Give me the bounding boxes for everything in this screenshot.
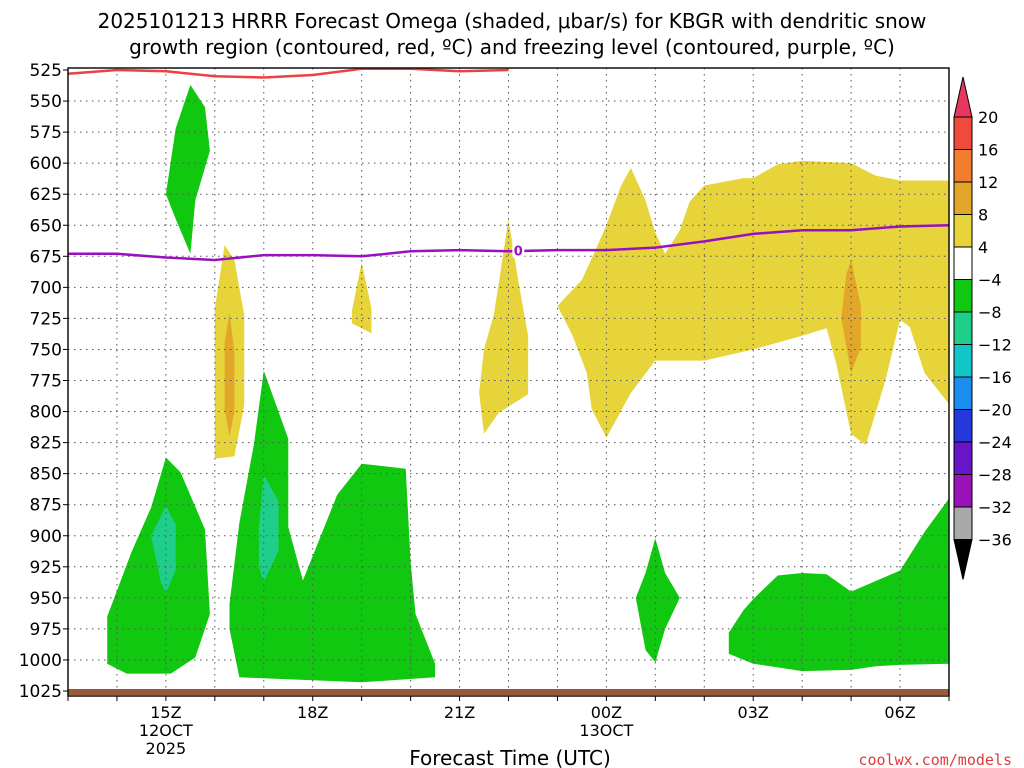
colorbar-box — [953, 344, 973, 378]
y-tick-label: 525 — [30, 61, 62, 81]
colorbar-label: −16 — [978, 368, 1012, 387]
omega-region-11 — [635, 538, 680, 663]
y-tick-label: 975 — [30, 620, 62, 640]
colorbar-label: 20 — [978, 108, 998, 127]
omega-region-2 — [224, 312, 235, 437]
y-tick-label: 550 — [30, 92, 62, 112]
colorbar-box — [953, 474, 973, 508]
colorbar-label: 16 — [978, 141, 998, 160]
y-tick-label: 775 — [30, 372, 62, 392]
colorbar-box — [953, 506, 973, 540]
y-tick-label: 1025 — [19, 682, 62, 702]
omega-region-8 — [479, 219, 529, 434]
y-tick-label: 675 — [30, 247, 62, 267]
y-tick-label: 575 — [30, 123, 62, 143]
colorbar-label: −32 — [978, 498, 1012, 517]
x-tick-year: 2025 — [146, 739, 187, 758]
x-tick-date: 12OCT — [139, 721, 193, 740]
colorbar-label: −36 — [978, 531, 1012, 550]
colorbar-label: 4 — [978, 238, 988, 257]
omega-region-5 — [151, 505, 176, 593]
freezing-level-label: 0 — [514, 244, 523, 259]
y-tick-label: 825 — [30, 434, 62, 454]
colorbar-top-arrow — [953, 76, 973, 118]
ground-surface — [68, 689, 949, 695]
y-tick-label: 925 — [30, 558, 62, 578]
x-tick-date: 13OCT — [579, 721, 633, 740]
colorbar-box — [953, 214, 973, 248]
colorbar-bottom-arrow — [953, 539, 973, 580]
colorbar-label: −28 — [978, 466, 1012, 485]
omega-region-0 — [165, 84, 210, 254]
freezing-level-line — [68, 224, 949, 262]
x-tick-label: 18Z — [297, 703, 328, 722]
omega-region-6 — [229, 370, 436, 683]
omega-region-3 — [351, 262, 372, 334]
colorbar-label: −4 — [978, 271, 1002, 290]
colorbar-box — [953, 149, 973, 183]
y-tick-label: 800 — [30, 403, 62, 423]
y-tick-label: 750 — [30, 340, 62, 360]
y-tick-label: 725 — [30, 309, 62, 329]
omega-region-12 — [728, 498, 949, 672]
colorbar-box — [953, 246, 973, 280]
x-tick-label: 06Z — [884, 703, 915, 722]
x-tick-label: 21Z — [444, 703, 475, 722]
colorbar-label: −24 — [978, 433, 1012, 452]
colorbar-box — [953, 441, 973, 475]
x-tick-label: 00Z — [591, 703, 622, 722]
y-tick-label: 1000 — [19, 651, 62, 671]
plot-area: 0 — [68, 68, 949, 696]
credit-text: coolwx.com/models — [858, 751, 1012, 768]
colorbar-label: 12 — [978, 173, 998, 192]
freezing-label-bg — [512, 243, 525, 258]
chart-title-line1: 2025101213 HRRR Forecast Omega (shaded, … — [98, 9, 927, 33]
colorbar-label: 8 — [978, 206, 988, 225]
colorbar-box — [953, 409, 973, 443]
x-tick-label: 15Z — [150, 703, 181, 722]
y-tick-label: 625 — [30, 185, 62, 205]
y-tick-label: 950 — [30, 589, 62, 609]
colorbar-label: −20 — [978, 401, 1012, 420]
colorbar-box — [953, 311, 973, 345]
y-tick-label: 875 — [30, 496, 62, 516]
colorbar-label: −12 — [978, 336, 1012, 355]
y-tick-label: 700 — [30, 278, 62, 298]
colorbar-box — [953, 116, 973, 150]
y-tick-label: 650 — [30, 216, 62, 236]
y-tick-label: 900 — [30, 527, 62, 547]
chart-title-line2: growth region (contoured, red, ºC) and f… — [129, 35, 895, 59]
colorbar-box — [953, 279, 973, 313]
colorbar-label: −8 — [978, 303, 1002, 322]
y-tick-label: 600 — [30, 154, 62, 174]
y-tick-label: 850 — [30, 465, 62, 485]
dgz-contour-line — [68, 68, 509, 79]
x-tick-label: 03Z — [738, 703, 769, 722]
x-axis-title: Forecast Time (UTC) — [409, 746, 611, 768]
colorbar-box — [953, 181, 973, 215]
omega-region-10 — [841, 260, 861, 373]
colorbar-box — [953, 376, 973, 410]
